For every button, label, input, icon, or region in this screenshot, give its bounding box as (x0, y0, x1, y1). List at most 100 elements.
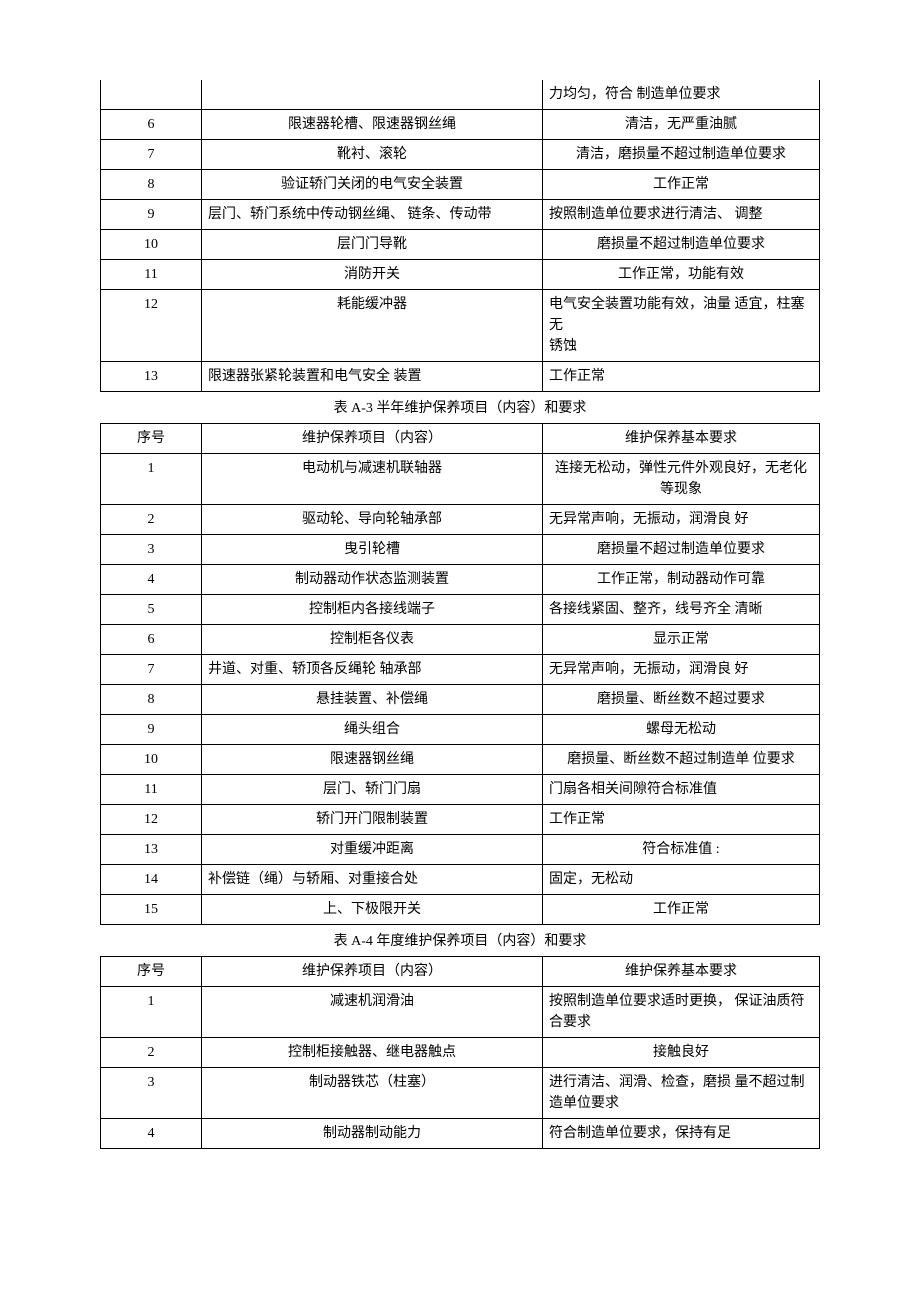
req-cell: 工作正常 (543, 362, 820, 392)
maintenance-table-a2-continued: 力均匀，符合 制造单位要求6限速器轮槽、限速器钢丝绳清洁，无严重油腻7靴衬、滚轮… (100, 80, 820, 392)
table-row: 10层门门导靴磨损量不超过制造单位要求 (101, 230, 820, 260)
item-cell: 消防开关 (202, 260, 543, 290)
item-cell: 层门、轿门门扇 (202, 775, 543, 805)
item-cell: 减速机润滑油 (202, 987, 543, 1038)
item-cell: 控制柜接触器、继电器触点 (202, 1038, 543, 1068)
req-cell: 无异常声响，无振动，润滑良 好 (543, 655, 820, 685)
table-row: 11层门、轿门门扇门扇各相关间隙符合标准值 (101, 775, 820, 805)
seq-cell: 3 (101, 535, 202, 565)
seq-cell: 2 (101, 505, 202, 535)
req-cell: 清洁，无严重油腻 (543, 110, 820, 140)
seq-cell: 5 (101, 595, 202, 625)
seq-cell: 12 (101, 805, 202, 835)
seq-cell: 1 (101, 454, 202, 505)
seq-cell (101, 80, 202, 110)
header-cell-item: 维护保养项目（内容） (202, 957, 543, 987)
table-row: 13限速器张紧轮装置和电气安全 装置工作正常 (101, 362, 820, 392)
table-row: 2驱动轮、导向轮轴承部无异常声响，无振动，润滑良 好 (101, 505, 820, 535)
table-row: 8悬挂装置、补偿绳磨损量、断丝数不超过要求 (101, 685, 820, 715)
req-cell: 接触良好 (543, 1038, 820, 1068)
req-cell: 进行清洁、润滑、检查，磨损 量不超过制造单位要求 (543, 1068, 820, 1119)
seq-cell: 9 (101, 200, 202, 230)
table-row: 3制动器铁芯（柱塞）进行清洁、润滑、检查，磨损 量不超过制造单位要求 (101, 1068, 820, 1119)
maintenance-table-a3: 序号维护保养项目（内容）维护保养基本要求1电动机与减速机联轴器连接无松动，弹性元… (100, 423, 820, 925)
item-cell: 上、下极限开关 (202, 895, 543, 925)
req-cell: 按照制造单位要求进行清洁、 调整 (543, 200, 820, 230)
req-cell: 工作正常 (543, 895, 820, 925)
header-cell-item: 维护保养项目（内容） (202, 424, 543, 454)
item-cell: 限速器轮槽、限速器钢丝绳 (202, 110, 543, 140)
table-row: 7井道、对重、轿顶各反绳轮 轴承部无异常声响，无振动，润滑良 好 (101, 655, 820, 685)
req-cell: 工作正常，制动器动作可靠 (543, 565, 820, 595)
table-row: 8验证轿门关闭的电气安全装置工作正常 (101, 170, 820, 200)
item-cell: 控制柜内各接线端子 (202, 595, 543, 625)
req-cell: 各接线紧固、整齐，线号齐全 清晰 (543, 595, 820, 625)
item-cell: 悬挂装置、补偿绳 (202, 685, 543, 715)
req-cell: 磨损量、断丝数不超过要求 (543, 685, 820, 715)
item-cell: 耗能缓冲器 (202, 290, 543, 362)
seq-cell: 8 (101, 685, 202, 715)
table-row: 12耗能缓冲器电气安全装置功能有效，油量 适宜，柱塞无锈蚀 (101, 290, 820, 362)
table-row: 7靴衬、滚轮清洁，磨损量不超过制造单位要求 (101, 140, 820, 170)
table-row: 2控制柜接触器、继电器触点接触良好 (101, 1038, 820, 1068)
seq-cell: 10 (101, 230, 202, 260)
req-cell: 无异常声响，无振动，润滑良 好 (543, 505, 820, 535)
table-row: 4制动器动作状态监测装置工作正常，制动器动作可靠 (101, 565, 820, 595)
table-row: 10限速器钢丝绳磨损量、断丝数不超过制造单 位要求 (101, 745, 820, 775)
seq-cell: 10 (101, 745, 202, 775)
item-cell: 限速器钢丝绳 (202, 745, 543, 775)
table-row: 11消防开关工作正常，功能有效 (101, 260, 820, 290)
item-cell: 驱动轮、导向轮轴承部 (202, 505, 543, 535)
req-cell: 电气安全装置功能有效，油量 适宜，柱塞无锈蚀 (543, 290, 820, 362)
seq-cell: 12 (101, 290, 202, 362)
seq-cell: 13 (101, 835, 202, 865)
header-cell-seq: 序号 (101, 957, 202, 987)
seq-cell: 2 (101, 1038, 202, 1068)
table-row: 1电动机与减速机联轴器连接无松动，弹性元件外观良好，无老化等现象 (101, 454, 820, 505)
req-cell: 磨损量、断丝数不超过制造单 位要求 (543, 745, 820, 775)
item-cell: 电动机与减速机联轴器 (202, 454, 543, 505)
table-row: 5控制柜内各接线端子各接线紧固、整齐，线号齐全 清晰 (101, 595, 820, 625)
req-cell: 磨损量不超过制造单位要求 (543, 535, 820, 565)
req-cell: 磨损量不超过制造单位要求 (543, 230, 820, 260)
item-cell: 控制柜各仪表 (202, 625, 543, 655)
item-cell: 曳引轮槽 (202, 535, 543, 565)
item-cell: 补偿链（绳）与轿厢、对重接合处 (202, 865, 543, 895)
seq-cell: 7 (101, 140, 202, 170)
req-cell: 显示正常 (543, 625, 820, 655)
table-row: 1减速机润滑油按照制造单位要求适时更换， 保证油质符合要求 (101, 987, 820, 1038)
req-cell: 符合制造单位要求，保持有足 (543, 1119, 820, 1149)
item-cell: 轿门开门限制装置 (202, 805, 543, 835)
req-cell: 清洁，磨损量不超过制造单位要求 (543, 140, 820, 170)
header-cell-seq: 序号 (101, 424, 202, 454)
seq-cell: 6 (101, 625, 202, 655)
item-cell: 对重缓冲距离 (202, 835, 543, 865)
table-row: 9层门、轿门系统中传动钢丝绳、 链条、传动带按照制造单位要求进行清洁、 调整 (101, 200, 820, 230)
req-cell: 连接无松动，弹性元件外观良好，无老化等现象 (543, 454, 820, 505)
item-cell: 制动器制动能力 (202, 1119, 543, 1149)
seq-cell: 11 (101, 775, 202, 805)
seq-cell: 11 (101, 260, 202, 290)
req-cell: 力均匀，符合 制造单位要求 (543, 80, 820, 110)
seq-cell: 4 (101, 1119, 202, 1149)
req-cell: 固定，无松动 (543, 865, 820, 895)
table-row: 6限速器轮槽、限速器钢丝绳清洁，无严重油腻 (101, 110, 820, 140)
seq-cell: 15 (101, 895, 202, 925)
seq-cell: 13 (101, 362, 202, 392)
header-cell-req: 维护保养基本要求 (543, 957, 820, 987)
item-cell: 制动器动作状态监测装置 (202, 565, 543, 595)
table-row: 9绳头组合螺母无松动 (101, 715, 820, 745)
table-header-row: 序号维护保养项目（内容）维护保养基本要求 (101, 957, 820, 987)
req-cell: 符合标准值 : (543, 835, 820, 865)
item-cell: 井道、对重、轿顶各反绳轮 轴承部 (202, 655, 543, 685)
header-cell-req: 维护保养基本要求 (543, 424, 820, 454)
seq-cell: 4 (101, 565, 202, 595)
seq-cell: 8 (101, 170, 202, 200)
item-cell (202, 80, 543, 110)
seq-cell: 6 (101, 110, 202, 140)
maintenance-table-a4: 序号维护保养项目（内容）维护保养基本要求1减速机润滑油按照制造单位要求适时更换，… (100, 956, 820, 1149)
table-a4-caption: 表 A-4 年度维护保养项目（内容）和要求 (100, 931, 820, 952)
seq-cell: 14 (101, 865, 202, 895)
item-cell: 层门门导靴 (202, 230, 543, 260)
item-cell: 靴衬、滚轮 (202, 140, 543, 170)
